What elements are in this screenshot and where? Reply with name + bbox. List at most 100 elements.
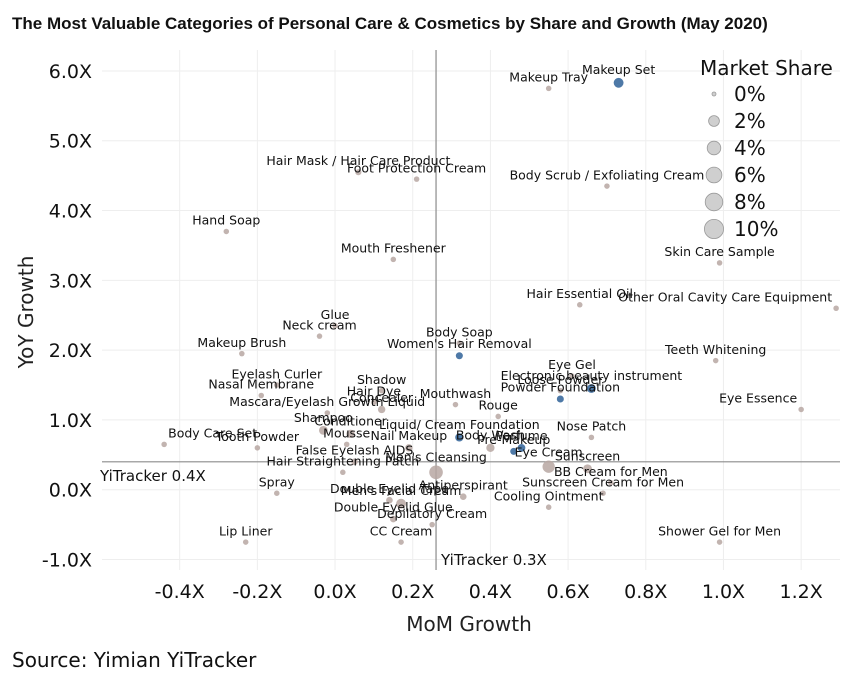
point-label: Electronic beauty instrument (501, 368, 683, 383)
scatter-point (355, 169, 362, 176)
point-label: Makeup Tray (509, 70, 588, 85)
point-label: Hair Dye (347, 384, 402, 399)
scatter-point (459, 493, 467, 501)
legend-label: 2% (734, 109, 766, 133)
point-label: Rouge (479, 398, 519, 413)
point-label: Lip Liner (219, 523, 273, 538)
point-label: BB Cream for Men (554, 464, 668, 479)
scatter-point (716, 260, 723, 266)
point-label: Double Eyelid Tape (330, 481, 449, 496)
y-tick-label: 0.0X (49, 480, 92, 502)
legend-label: 10% (734, 217, 778, 241)
point-label: False Eyelash AIDS (296, 442, 414, 457)
point-label: Men's Facial Cream (341, 483, 462, 498)
x-tick-label: 0.6X (546, 581, 589, 603)
point-label: Eye Essence (719, 391, 797, 406)
reference-line-layer: YiTracker 0.4X YiTracker 0.3X (99, 50, 840, 570)
scatter-point (274, 382, 280, 388)
scatter-point (569, 373, 575, 379)
point-label: Eye Gel (548, 357, 596, 372)
point-label: Men's Cleansing (385, 449, 487, 464)
y-tick-label: 3.0X (49, 270, 92, 292)
point-label: Makeup Set (582, 62, 655, 77)
y-tick-label: 1.0X (49, 410, 92, 432)
point-label: Liquid/ Cream Foundation (379, 417, 540, 432)
point-label: Nasal Membrane (208, 377, 314, 392)
scatter-point (390, 256, 397, 263)
point-label: Cooling Ointment (494, 488, 604, 503)
legend-label: 4% (734, 136, 766, 160)
point-label: Mascara/Eyelash Growth Liquid (229, 394, 425, 409)
legend-size-marker (705, 166, 723, 184)
point-label: Conditioner (314, 414, 387, 429)
point-label: Pre-Makeup (477, 432, 550, 447)
scatter-point (600, 490, 606, 496)
scatter-point (429, 465, 443, 480)
scatter-point (486, 443, 495, 452)
x-tick-label: 1.0X (702, 581, 745, 603)
point-label: Mouth Freshener (341, 241, 447, 256)
legend-size-marker (711, 91, 717, 97)
point-label: Skin Care Sample (664, 244, 775, 259)
point-layer (161, 77, 839, 545)
point-label: Perfume (495, 428, 547, 443)
scatter-point (332, 322, 338, 329)
scatter-point (413, 176, 420, 182)
legend-label: 6% (734, 163, 766, 187)
point-label: Mousse (323, 426, 370, 441)
scatter-point (254, 445, 261, 451)
legend-title: Market Share (700, 56, 833, 80)
point-label: Women's Hair Removal (387, 336, 532, 351)
scatter-point (351, 458, 358, 466)
point-label: CC Cream (370, 523, 433, 538)
x-tick-label: -0.4X (155, 581, 205, 603)
scatter-point (242, 539, 249, 545)
point-label: Body Care Set (168, 426, 257, 441)
scatter-point (340, 469, 346, 476)
scatter-point (495, 413, 501, 420)
scatter-point (258, 392, 265, 399)
point-label: Nose Patch (557, 419, 627, 434)
scatter-point (274, 490, 280, 496)
scatter-point (239, 350, 245, 357)
x-tick-label: 1.2X (780, 581, 823, 603)
point-label: Sunscreen (555, 448, 620, 463)
point-label: Antiperspirant (419, 477, 508, 492)
scatter-point (557, 387, 564, 394)
source-note: Source: Yimian YiTracker (12, 648, 257, 672)
point-label: Tooth Powder (215, 429, 300, 444)
scatter-point (545, 504, 552, 510)
point-label: Mouthwash (420, 386, 492, 401)
scatter-point (556, 395, 564, 403)
point-label: Hair Essential Oil (527, 286, 633, 301)
point-label: Hand Soap (192, 213, 260, 228)
scatter-point (604, 183, 610, 189)
point-label: Hair Straightening Patch (266, 454, 419, 469)
point-label: Body Wash (456, 428, 525, 443)
scatter-point (371, 399, 377, 406)
yitracker-horizontal-label: YiTracker 0.4X (99, 467, 206, 485)
point-label: Neck cream (282, 317, 356, 332)
point-label: Concealer (350, 390, 414, 405)
point-label: Sunscreen Cream for Men (522, 474, 684, 489)
point-label: Hair Mask / Hair Care Product (266, 153, 450, 168)
point-label: Shampoo (294, 410, 353, 425)
scatter-point (545, 85, 552, 92)
scatter-point (319, 426, 328, 435)
x-tick-label: -0.2X (232, 581, 282, 603)
axis-layer: -0.4X -0.2X 0.0X 0.2X 0.4X 0.6X 0.8X 1.0X 1.2X -1… (14, 61, 823, 636)
y-tick-label: 4.0X (49, 201, 92, 223)
scatter-point (398, 539, 404, 545)
scatter-point (576, 302, 583, 308)
point-label: Teeth Whitening (664, 342, 766, 357)
scatter-chart: YiTracker 0.4X YiTracker 0.3X -0.4X -0.2X 0… (14, 50, 840, 636)
y-tick-label: -1.0X (42, 550, 92, 572)
scatter-point (608, 479, 614, 486)
scatter-point (716, 539, 723, 545)
scatter-point (396, 498, 407, 509)
scatter-point (343, 441, 350, 448)
point-label: Eyelash Curler (231, 366, 322, 381)
scatter-point (587, 384, 596, 393)
x-tick-label: 0.0X (313, 581, 356, 603)
